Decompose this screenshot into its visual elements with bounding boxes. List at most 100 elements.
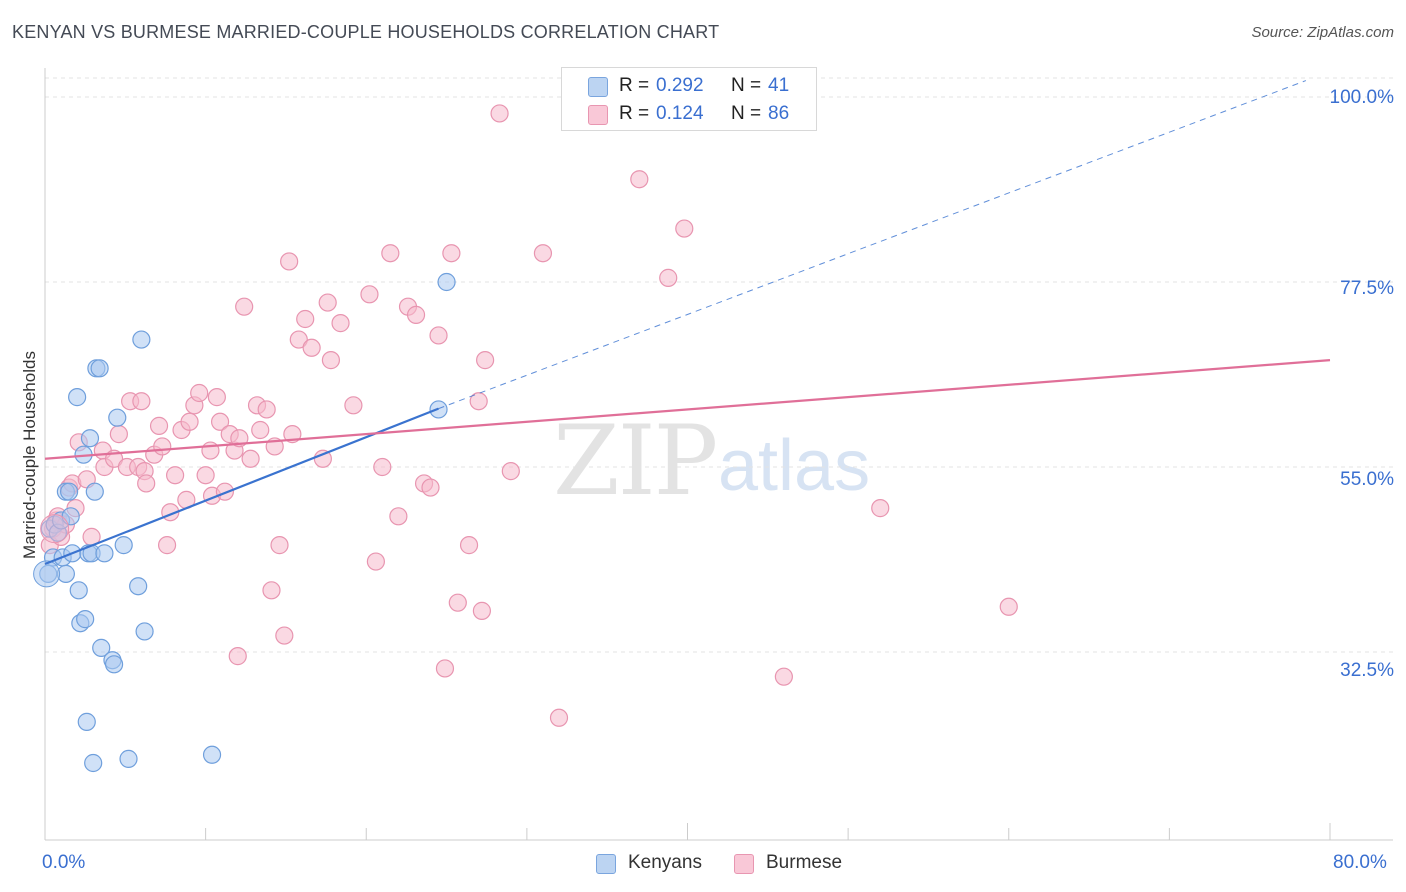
burmese-point bbox=[180, 412, 199, 431]
kenyan-point bbox=[104, 655, 124, 674]
kenyan-point bbox=[33, 560, 61, 588]
burmese-point bbox=[289, 330, 308, 349]
burmese-point bbox=[302, 338, 321, 357]
burmese-point bbox=[109, 425, 128, 444]
kenyan-point bbox=[85, 482, 104, 501]
kenyans-swatch bbox=[588, 77, 608, 97]
burmese-point bbox=[366, 552, 385, 571]
burmese-point bbox=[442, 244, 461, 263]
burmese-point bbox=[228, 647, 247, 666]
burmese-trend-line bbox=[44, 359, 1331, 460]
burmese-point bbox=[421, 478, 440, 497]
kenyan-point bbox=[59, 482, 79, 501]
kenyan-trend-extension bbox=[438, 80, 1307, 410]
kenyan-point bbox=[68, 388, 87, 407]
burmese-point bbox=[153, 437, 172, 456]
burmese-point bbox=[331, 314, 350, 333]
burmese-point bbox=[501, 462, 520, 481]
burmese-point bbox=[448, 593, 467, 612]
burmese-point bbox=[321, 351, 341, 370]
burmese-point bbox=[381, 244, 400, 263]
burmese-point bbox=[275, 626, 294, 645]
burmese-point bbox=[389, 507, 408, 526]
burmese-point bbox=[137, 474, 156, 493]
burmese-point bbox=[675, 219, 694, 238]
burmese-point bbox=[774, 667, 793, 686]
y-tick-55: 55.0% bbox=[1340, 469, 1394, 490]
burmese-point bbox=[257, 400, 276, 419]
n-value: 41 bbox=[768, 75, 790, 96]
kenyan-point bbox=[80, 429, 100, 448]
burmese-point bbox=[469, 392, 488, 411]
kenyans-legend-swatch bbox=[596, 854, 616, 874]
y-tick-100: 100.0% bbox=[1329, 87, 1394, 108]
burmese-point bbox=[459, 536, 479, 555]
chart-title: KENYAN VS BURMESE MARRIED-COUPLE HOUSEHO… bbox=[12, 22, 720, 42]
kenyan-point bbox=[95, 544, 114, 563]
r-label: R = bbox=[619, 75, 650, 96]
kenyan-point bbox=[108, 408, 127, 427]
burmese-point bbox=[472, 601, 491, 620]
burmese-point bbox=[241, 449, 260, 468]
burmese-point bbox=[190, 383, 209, 403]
burmese-point bbox=[149, 416, 169, 435]
burmese-point bbox=[296, 309, 315, 329]
kenyan-point bbox=[77, 712, 96, 731]
burmese-point bbox=[235, 297, 254, 316]
kenyan-point bbox=[90, 359, 109, 378]
burmese-point bbox=[344, 396, 363, 415]
burmese-point bbox=[490, 104, 509, 123]
y-tick-77-5: 77.5% bbox=[1340, 278, 1394, 299]
kenyan-point bbox=[92, 638, 111, 657]
x-tick-min: 0.0% bbox=[42, 852, 86, 873]
burmese-legend-swatch bbox=[734, 854, 754, 874]
burmese-point bbox=[533, 244, 553, 263]
burmese-point bbox=[476, 351, 495, 370]
burmese-point bbox=[659, 268, 678, 287]
burmese-point bbox=[157, 536, 177, 555]
n-value: 86 bbox=[768, 103, 790, 124]
source-label: Source: ZipAtlas.com bbox=[1251, 24, 1394, 41]
burmese-swatch bbox=[588, 105, 608, 125]
burmese-point bbox=[210, 412, 230, 431]
burmese-point bbox=[630, 170, 649, 189]
burmese-point bbox=[549, 708, 569, 727]
watermark-zip: ZIP bbox=[553, 405, 718, 517]
stats-legend: R = 0.292 N = 41 R = 0.124 N = 86 bbox=[561, 67, 817, 131]
burmese-point bbox=[40, 514, 70, 544]
burmese-point bbox=[318, 293, 337, 312]
n-label: N = bbox=[731, 75, 762, 96]
kenyan-point bbox=[135, 622, 154, 641]
kenyan-point bbox=[119, 749, 138, 768]
kenyan-point bbox=[437, 272, 456, 292]
watermark-atlas: atlas bbox=[718, 426, 871, 506]
burmese-point bbox=[262, 581, 281, 600]
r-label: R = bbox=[619, 103, 650, 124]
burmese-point bbox=[435, 659, 455, 678]
r-value: 0.124 bbox=[656, 103, 704, 124]
kenyans-legend-label: Kenyans bbox=[628, 852, 702, 873]
burmese-point bbox=[999, 597, 1018, 616]
burmese-point bbox=[251, 420, 270, 440]
burmese-point bbox=[196, 466, 215, 485]
kenyan-point bbox=[202, 745, 222, 764]
y-tick-32-5: 32.5% bbox=[1340, 660, 1394, 681]
kenyan-point bbox=[84, 753, 103, 773]
kenyan-point bbox=[114, 536, 133, 555]
burmese-point bbox=[406, 305, 426, 324]
kenyan-point bbox=[132, 330, 151, 349]
n-label: N = bbox=[731, 103, 762, 124]
burmese-point bbox=[280, 252, 299, 271]
x-tick-max: 80.0% bbox=[1333, 852, 1387, 873]
burmese-legend-label: Burmese bbox=[766, 852, 843, 873]
burmese-point bbox=[373, 457, 392, 477]
burmese-point bbox=[270, 536, 289, 555]
burmese-point bbox=[215, 482, 234, 501]
kenyan-point bbox=[69, 581, 88, 600]
burmese-point bbox=[871, 499, 890, 518]
burmese-point bbox=[207, 388, 226, 407]
kenyan-point bbox=[129, 577, 148, 596]
burmese-point bbox=[132, 392, 151, 411]
r-value: 0.292 bbox=[656, 75, 704, 96]
